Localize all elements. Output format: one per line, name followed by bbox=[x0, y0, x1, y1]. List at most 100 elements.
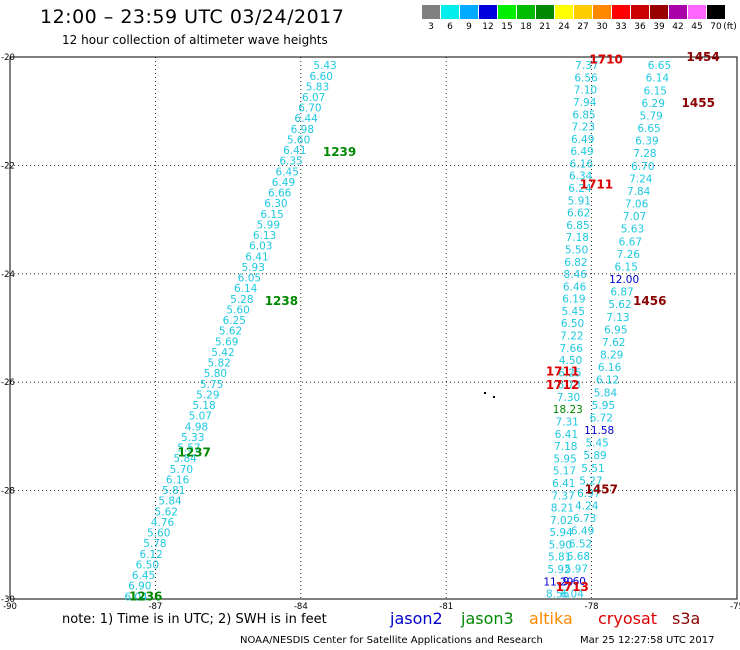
pass-time-labels: 1454145514561457171017111711171217131239… bbox=[129, 50, 720, 603]
wave-height-value: 6.16 bbox=[166, 474, 190, 486]
y-tick-label: -30 bbox=[1, 595, 15, 605]
wave-height-value: 6.14 bbox=[646, 73, 670, 85]
wave-height-value: 7.02 bbox=[550, 515, 573, 527]
colorbar-label: 6 bbox=[447, 22, 453, 32]
wave-height-value: 6.85 bbox=[566, 220, 589, 232]
wave-height-value: 6.98 bbox=[291, 124, 314, 136]
colorbar-label: 45 bbox=[691, 22, 703, 32]
wave-height-value: 7.62 bbox=[602, 337, 625, 349]
wave-height-value: 7.23 bbox=[572, 122, 595, 134]
wave-height-value: 6.14 bbox=[234, 283, 258, 295]
legend-s3a: s3a bbox=[672, 609, 701, 628]
wave-height-value: 5.89 bbox=[583, 450, 606, 462]
wave-height-value: 6.30 bbox=[264, 198, 287, 210]
y-tick-label: -26 bbox=[1, 378, 15, 388]
wave-height-value: 6.05 bbox=[238, 273, 261, 285]
colorbar-swatch bbox=[707, 5, 725, 19]
wave-height-value: 9.60 bbox=[563, 576, 586, 588]
wave-height-value: 5.28 bbox=[230, 294, 253, 306]
pass-time-label: 1238 bbox=[265, 294, 298, 308]
pass-time-label: 1239 bbox=[323, 145, 356, 159]
wave-height-value: 5.17 bbox=[553, 466, 576, 478]
wave-height-value: 7.84 bbox=[627, 186, 651, 198]
wave-height-value: 8.46 bbox=[564, 269, 588, 281]
wave-height-value: 6.49 bbox=[570, 146, 593, 158]
x-tick-label: -78 bbox=[585, 602, 599, 612]
wave-height-value: 6.56 bbox=[574, 72, 598, 84]
wave-height-value: 7.18 bbox=[554, 441, 577, 453]
wave-height-value: 6.25 bbox=[558, 367, 581, 379]
wave-height-value: 6.15 bbox=[615, 261, 638, 273]
wave-height-value: 6.12 bbox=[139, 549, 162, 561]
wave-height-value: 6.49 bbox=[571, 134, 594, 146]
page-title: 12:00 – 23:59 UTC 03/24/2017 bbox=[40, 6, 345, 28]
colorbar-unit: (ft) bbox=[723, 22, 737, 32]
wave-height-value: 7.37 bbox=[551, 490, 574, 502]
wave-height-value: 6.29 bbox=[642, 98, 665, 110]
wave-height-value: 5.83 bbox=[306, 81, 329, 93]
colorbar-label: 70 bbox=[710, 22, 722, 32]
wave-height-value: 6.66 bbox=[268, 188, 292, 200]
y-tick-label: -22 bbox=[1, 161, 15, 171]
wave-height-value: 5.62 bbox=[608, 299, 631, 311]
wave-height-value: 4.50 bbox=[559, 355, 582, 367]
wave-height-value: 5.70 bbox=[170, 464, 193, 476]
wave-height-value: 5.80 bbox=[204, 368, 227, 380]
wave-height-value: 7.06 bbox=[625, 199, 649, 211]
wave-height-value: 5.43 bbox=[313, 60, 336, 72]
wave-height-value: 5.07 bbox=[189, 411, 212, 423]
wave-height-value: 5.62 bbox=[219, 326, 242, 338]
wave-height-value: 7.37 bbox=[575, 60, 598, 72]
wave-height-value: 6.46 bbox=[563, 281, 587, 293]
colorbar-label: 33 bbox=[615, 22, 627, 32]
wave-height-value: 7.26 bbox=[617, 249, 641, 261]
wave-height-value: 6.97 bbox=[577, 488, 600, 500]
page-subtitle: 12 hour collection of altimeter wave hei… bbox=[62, 33, 328, 47]
colorbar-label: 24 bbox=[558, 22, 570, 32]
legend-altika: altika bbox=[529, 609, 573, 628]
wave-height-value: 5.81 bbox=[162, 485, 185, 497]
wave-height-value: 6.12 bbox=[596, 375, 619, 387]
wave-height-value: 5.60 bbox=[287, 134, 310, 146]
wave-height-value: 5.84 bbox=[594, 387, 618, 399]
colorbar-swatch bbox=[555, 5, 573, 19]
legend-jason2: jason2 bbox=[390, 609, 443, 628]
wave-height-value: 5.82 bbox=[207, 358, 230, 370]
colorbar-swatch bbox=[612, 5, 630, 19]
y-tick-label: -24 bbox=[1, 270, 15, 280]
wave-height-value: 6.52 bbox=[569, 538, 592, 550]
legend-jason3: jason3 bbox=[461, 609, 514, 628]
legend-cryosat: cryosat bbox=[598, 609, 658, 628]
wave-height-value: 5.94 bbox=[549, 527, 573, 539]
wave-height-value: 8.21 bbox=[551, 503, 574, 515]
wave-height-value: 6.45 bbox=[276, 166, 299, 178]
wave-height-value: 7.10 bbox=[574, 85, 597, 97]
wave-height-value: 8.29 bbox=[600, 350, 623, 362]
wave-height-value: 5.93 bbox=[242, 262, 265, 274]
wave-height-value: 6.85 bbox=[572, 109, 595, 121]
wave-height-value: 6.70 bbox=[631, 161, 654, 173]
wave-height-value: 7.30 bbox=[557, 392, 580, 404]
wave-height-value: 6.41 bbox=[283, 145, 306, 157]
wave-height-value: 6.41 bbox=[555, 429, 578, 441]
footnote: note: 1) Time is in UTC; 2) SWH is in fe… bbox=[62, 612, 327, 627]
colorbar-label: 9 bbox=[466, 22, 472, 32]
wave-height-value: 6.03 bbox=[249, 241, 272, 253]
wave-height-value: 6.16 bbox=[598, 362, 622, 374]
colorbar-swatch bbox=[631, 5, 649, 19]
wave-height-value: 6.73 bbox=[573, 513, 596, 525]
wave-height-value: 6.67 bbox=[619, 236, 642, 248]
colorbar-swatch bbox=[498, 5, 516, 19]
wave-height-value: 5.45 bbox=[562, 306, 585, 318]
wave-height-value: 5.69 bbox=[215, 336, 238, 348]
wave-height-value: 6.70 bbox=[298, 103, 321, 115]
wave-height-value: 6.41 bbox=[552, 478, 575, 490]
wave-height-value: 6.82 bbox=[564, 257, 587, 269]
wave-height-value: 6.13 bbox=[253, 230, 276, 242]
wave-height-value: 5.75 bbox=[200, 379, 223, 391]
colorbar-swatch bbox=[574, 5, 592, 19]
wave-height-value: 6.15 bbox=[260, 209, 283, 221]
pass-time-label: 1454 bbox=[686, 50, 719, 64]
wave-height-value: 4.76 bbox=[151, 517, 175, 529]
pass-time-label: 1457 bbox=[585, 483, 618, 497]
